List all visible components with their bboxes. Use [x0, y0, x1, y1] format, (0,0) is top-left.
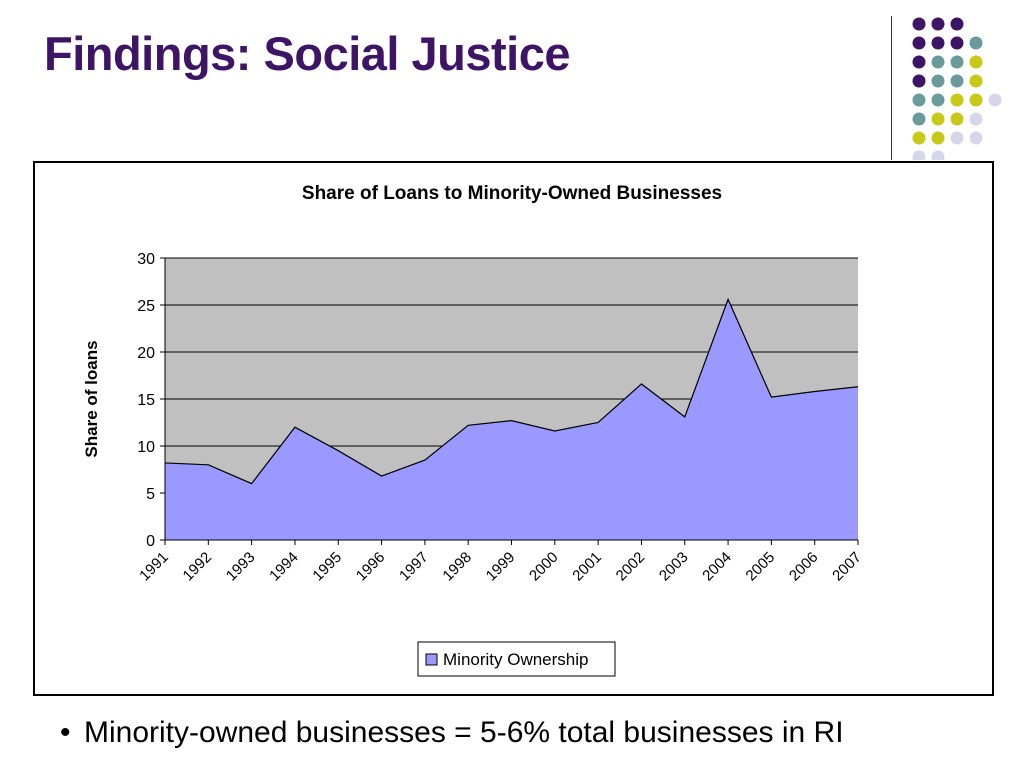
x-tick-label: 2007: [829, 549, 865, 585]
decor-dot: [931, 36, 945, 50]
decorative-dot-grid: [912, 17, 1002, 160]
decor-dot: [931, 93, 945, 107]
legend: Minority Ownership: [417, 641, 616, 677]
decor-dot: [912, 55, 926, 69]
series-area: [165, 299, 858, 540]
decor-dot: [931, 74, 945, 88]
decor-dot: [969, 112, 983, 126]
decor-dot: [950, 17, 964, 31]
slide-title: Findings: Social Justice: [44, 27, 571, 80]
y-tick-label: 5: [146, 486, 155, 503]
bullet-text: Minority-owned businesses = 5-6% total b…: [84, 716, 844, 749]
decor-dot: [912, 17, 926, 31]
x-tick-label: 2003: [656, 549, 692, 585]
chart-title: Share of Loans to Minority-Owned Busines…: [302, 183, 722, 204]
legend-box: [417, 641, 616, 677]
x-tick-label: 2005: [743, 549, 779, 585]
decor-dot: [931, 112, 945, 126]
decor-dot: [912, 93, 926, 107]
x-tick-label: 1999: [483, 549, 519, 585]
x-tick-label: 2000: [526, 549, 562, 585]
decor-dot: [950, 36, 964, 50]
decor-dot: [969, 93, 983, 107]
x-tick-label: 2004: [699, 549, 735, 585]
y-axis-label: Share of loans: [82, 340, 101, 457]
decor-dot: [969, 36, 983, 50]
decor-dot: [912, 112, 926, 126]
decor-dot: [950, 93, 964, 107]
decor-dot: [912, 36, 926, 50]
legend-swatch: [425, 653, 438, 666]
decor-dot: [969, 74, 983, 88]
y-tick-label: 10: [137, 439, 155, 456]
decor-dot: [950, 55, 964, 69]
x-tick-label: 1998: [439, 549, 475, 585]
x-tick-label: 1991: [136, 549, 172, 585]
legend-label: Minority Ownership: [443, 650, 589, 669]
y-tick-label: 30: [137, 251, 155, 268]
decor-dot: [969, 55, 983, 69]
y-tick-label: 20: [137, 345, 155, 362]
y-tick-label: 25: [137, 298, 155, 315]
decor-dot: [931, 131, 945, 145]
decor-dot: [912, 150, 926, 160]
x-tick-label: 2002: [613, 549, 649, 585]
x-tick-label: 1995: [309, 549, 345, 585]
decor-dot: [912, 131, 926, 145]
x-tick-label: 1994: [266, 549, 302, 585]
x-tick-label: 1992: [180, 549, 216, 585]
decor-dot: [931, 17, 945, 31]
decor-dot: [950, 74, 964, 88]
series-line: [164, 297, 859, 485]
decor-dot: [912, 74, 926, 88]
x-tick-label: 1996: [353, 549, 389, 585]
y-tick-label: 15: [137, 392, 155, 409]
y-tick-label: 0: [146, 533, 155, 550]
x-tick-label: 1997: [396, 549, 432, 585]
decor-dot: [931, 150, 945, 160]
x-tick-label: 2001: [569, 549, 605, 585]
decor-dot: [931, 55, 945, 69]
decor-dot: [950, 131, 964, 145]
decor-dot: [988, 93, 1002, 107]
decor-dot: [969, 131, 983, 145]
bullet-point: • Minority-owned businesses = 5-6% total …: [60, 716, 844, 750]
x-tick-label: 2006: [786, 549, 822, 585]
x-tick-label: 1993: [223, 549, 259, 585]
area-chart: Share of Loans to Minority-Owned Busines…: [82, 183, 865, 677]
decor-dot: [950, 112, 964, 126]
bullet-symbol: •: [60, 716, 71, 749]
divider-line: [891, 16, 892, 160]
